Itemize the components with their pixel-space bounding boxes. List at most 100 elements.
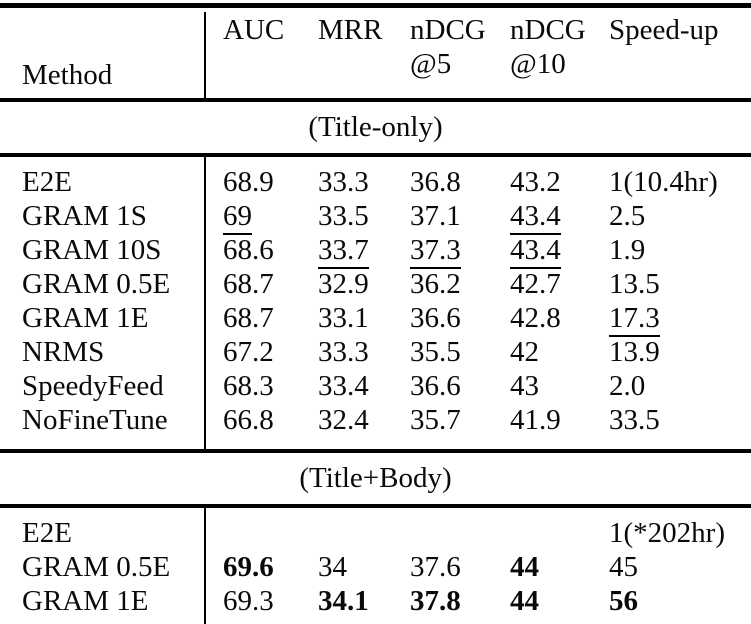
auc-cell: 67.2 xyxy=(223,336,274,368)
section1-top-rule xyxy=(0,153,751,157)
header-speedup: Speed-up xyxy=(609,14,719,46)
ndcg5-cell: 37.1 xyxy=(410,200,461,232)
table-row: E2E 1(*202hr) xyxy=(0,516,751,550)
auc-cell: 69.3 xyxy=(223,585,274,617)
mrr-cell: 34 xyxy=(318,551,347,583)
auc-cell: 68.7 xyxy=(223,302,274,334)
header-bottom-rule xyxy=(0,98,751,102)
method-cell: NRMS xyxy=(22,336,105,368)
ndcg10-cell: 44 xyxy=(510,551,539,583)
section1-bottom-rule xyxy=(0,449,751,453)
table-row: GRAM 10S 68.6 33.7 37.3 43.4 1.9 xyxy=(0,233,751,270)
method-cell: GRAM 10S xyxy=(22,234,162,266)
method-cell: E2E xyxy=(22,166,72,198)
section2-vertical-divider xyxy=(204,508,206,624)
table-row: GRAM 0.5E 69.6 34 37.6 44 45 xyxy=(0,550,751,584)
ndcg5-cell: 35.7 xyxy=(410,404,461,436)
mrr-cell: 33.5 xyxy=(318,200,369,232)
ndcg10-cell: 42 xyxy=(510,336,539,368)
speedup-cell: 1.9 xyxy=(609,234,646,266)
speedup-cell: 13.9 xyxy=(609,336,660,368)
method-cell: NoFineTune xyxy=(22,404,168,436)
method-cell: GRAM 1E xyxy=(22,585,149,617)
table-row: GRAM 0.5E 68.7 32.9 36.2 42.7 13.5 xyxy=(0,267,751,301)
header-ndcg10-line1: nDCG xyxy=(510,14,586,46)
underlined-value: 37.3 xyxy=(410,235,461,270)
method-cell: GRAM 1E xyxy=(22,302,149,334)
auc-cell: 68.9 xyxy=(223,166,274,198)
section-title-title-body: (Title+Body) xyxy=(299,462,452,494)
ndcg5-cell: 37.6 xyxy=(410,551,461,583)
ndcg10-cell xyxy=(510,516,609,550)
speedup-cell: 2.5 xyxy=(609,200,646,232)
ndcg10-cell: 42.7 xyxy=(510,268,561,300)
ndcg5-cell: 36.2 xyxy=(410,268,461,300)
section2-top-rule xyxy=(0,504,751,508)
mrr-cell: 33.7 xyxy=(318,233,410,270)
mrr-cell: 32.9 xyxy=(318,268,369,300)
ndcg5-cell: 37.8 xyxy=(410,585,461,617)
table-row: GRAM 1E 69.3 34.1 37.8 44 56 xyxy=(0,584,751,618)
method-cell: SpeedyFeed xyxy=(22,370,164,402)
method-cell: E2E xyxy=(22,517,72,549)
ndcg10-cell: 43.4 xyxy=(510,233,609,270)
speedup-cell: 17.3 xyxy=(609,301,751,338)
ndcg10-cell: 43.4 xyxy=(510,199,609,236)
speedup-cell: 33.5 xyxy=(609,404,660,436)
speedup-cell: 13.5 xyxy=(609,268,660,300)
header-vertical-divider xyxy=(204,12,206,98)
table-row: SpeedyFeed 68.3 33.4 36.6 43 2.0 xyxy=(0,369,751,403)
header-ndcg5: nDCG @5 xyxy=(410,13,510,92)
auc-cell xyxy=(223,516,318,550)
ndcg5-cell: 37.3 xyxy=(410,233,510,270)
method-cell: GRAM 1S xyxy=(22,200,147,232)
ndcg10-cell: 41.9 xyxy=(510,404,561,436)
underlined-value: 43.4 xyxy=(510,201,561,236)
auc-cell: 68.7 xyxy=(223,268,274,300)
table-row: NoFineTune 66.8 32.4 35.7 41.9 33.5 xyxy=(0,403,751,437)
ndcg10-cell: 43.2 xyxy=(510,166,561,198)
method-cell: GRAM 0.5E xyxy=(22,551,171,583)
ndcg10-cell: 42.8 xyxy=(510,302,561,334)
ndcg5-cell: 36.6 xyxy=(410,302,461,334)
header-ndcg5-line1: nDCG xyxy=(410,14,486,46)
underlined-value: 43.4 xyxy=(510,235,561,270)
underlined-value: 17.3 xyxy=(609,303,660,338)
mrr-cell xyxy=(318,516,410,550)
speedup-cell: 2.0 xyxy=(609,370,646,402)
speedup-cell: 56 xyxy=(609,585,638,617)
table-row: E2E 68.9 33.3 36.8 43.2 1(10.4hr) xyxy=(0,165,751,199)
ndcg5-cell: 36.8 xyxy=(410,166,461,198)
section-title-title-only: (Title-only) xyxy=(308,111,443,143)
auc-cell: 68.3 xyxy=(223,370,274,402)
ndcg5-cell xyxy=(410,516,510,550)
ndcg5-cell: 35.5 xyxy=(410,336,461,368)
mrr-cell: 34.1 xyxy=(318,585,369,617)
table-row: GRAM 1E 68.7 33.1 36.6 42.8 17.3 xyxy=(0,301,751,338)
ndcg10-cell: 44 xyxy=(510,585,539,617)
speedup-cell: 45 xyxy=(609,551,638,583)
mrr-cell: 32.4 xyxy=(318,404,369,436)
table-row: NRMS 67.2 33.3 35.5 42 13.9 xyxy=(0,335,751,369)
mrr-cell: 33.3 xyxy=(318,336,369,368)
header-mrr: MRR xyxy=(318,14,383,46)
speedup-cell: 1(*202hr) xyxy=(609,517,725,549)
section-title-only-rows: E2E 68.9 33.3 36.8 43.2 1(10.4hr) GRAM 1… xyxy=(0,157,751,449)
underlined-value: 69 xyxy=(223,201,252,236)
section-title-body-rows: E2E 1(*202hr) GRAM 0.5E 69.6 34 37.6 44 … xyxy=(0,508,751,624)
speedup-cell: 1(10.4hr) xyxy=(609,166,718,198)
auc-cell: 69.6 xyxy=(223,551,274,583)
method-cell: GRAM 0.5E xyxy=(22,268,171,300)
header-ndcg5-line2: @5 xyxy=(410,48,452,80)
header-method-label: Method xyxy=(22,59,113,91)
ndcg10-cell: 43 xyxy=(510,370,539,402)
auc-cell: 69 xyxy=(223,199,318,236)
underlined-value: 33.7 xyxy=(318,235,369,270)
mrr-cell: 33.1 xyxy=(318,302,369,334)
table-header-row: Method AUC MRR nDCG @5 nDCG @10 Speed-up xyxy=(0,8,751,98)
auc-cell: 68.6 xyxy=(223,234,274,266)
header-ndcg10: nDCG @10 xyxy=(510,13,609,92)
mrr-cell: 33.3 xyxy=(318,166,369,198)
mrr-cell: 33.4 xyxy=(318,370,369,402)
